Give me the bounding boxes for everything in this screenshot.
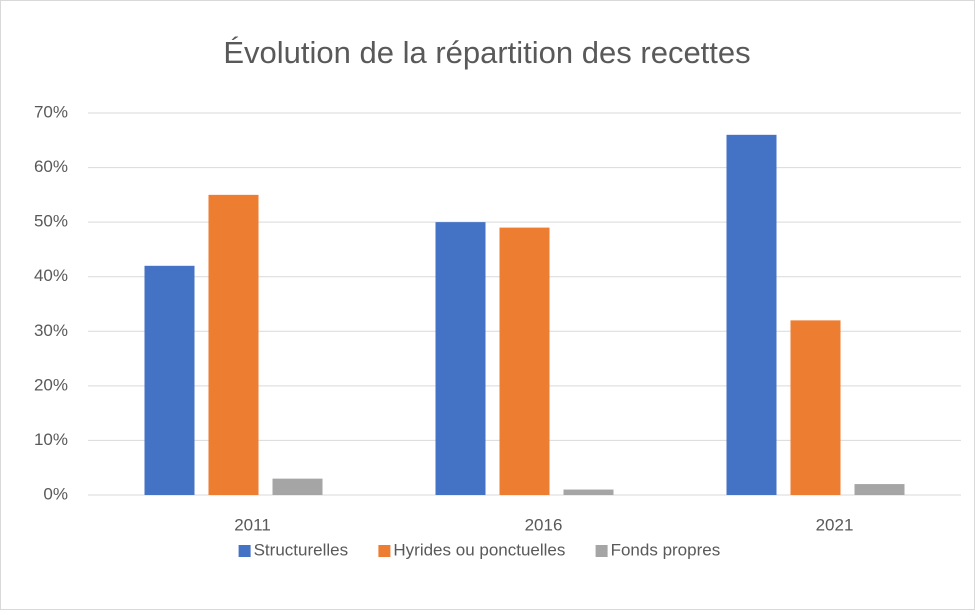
legend-swatch: [378, 545, 391, 557]
y-tick-label: 40%: [34, 266, 68, 285]
y-tick-label: 50%: [34, 212, 68, 231]
y-tick-label: 30%: [34, 321, 68, 340]
y-tick-label: 20%: [34, 375, 68, 394]
bar: [208, 194, 259, 495]
bar: [272, 478, 323, 495]
x-tick-label: 2011: [234, 515, 271, 534]
bar: [499, 227, 550, 495]
chart-title: Évolution de la répartition des recettes: [223, 35, 750, 70]
x-tick-label: 2016: [525, 515, 563, 534]
y-tick-label: 10%: [34, 430, 68, 449]
bar: [144, 265, 195, 495]
y-tick-label: 70%: [34, 102, 68, 121]
bar: [790, 320, 841, 495]
y-tick-label: 0%: [43, 484, 68, 503]
y-tick-label: 60%: [34, 157, 68, 176]
bar: [726, 134, 777, 496]
bar: [563, 489, 614, 495]
legend-label: Structurelles: [254, 540, 348, 559]
legend-label: Hyrides ou ponctuelles: [393, 540, 565, 559]
legend-swatch: [238, 545, 251, 557]
bar: [435, 222, 486, 495]
legend-label: Fonds propres: [611, 540, 721, 559]
bar: [854, 484, 905, 495]
legend-swatch: [595, 545, 608, 557]
x-tick-label: 2021: [816, 515, 854, 534]
